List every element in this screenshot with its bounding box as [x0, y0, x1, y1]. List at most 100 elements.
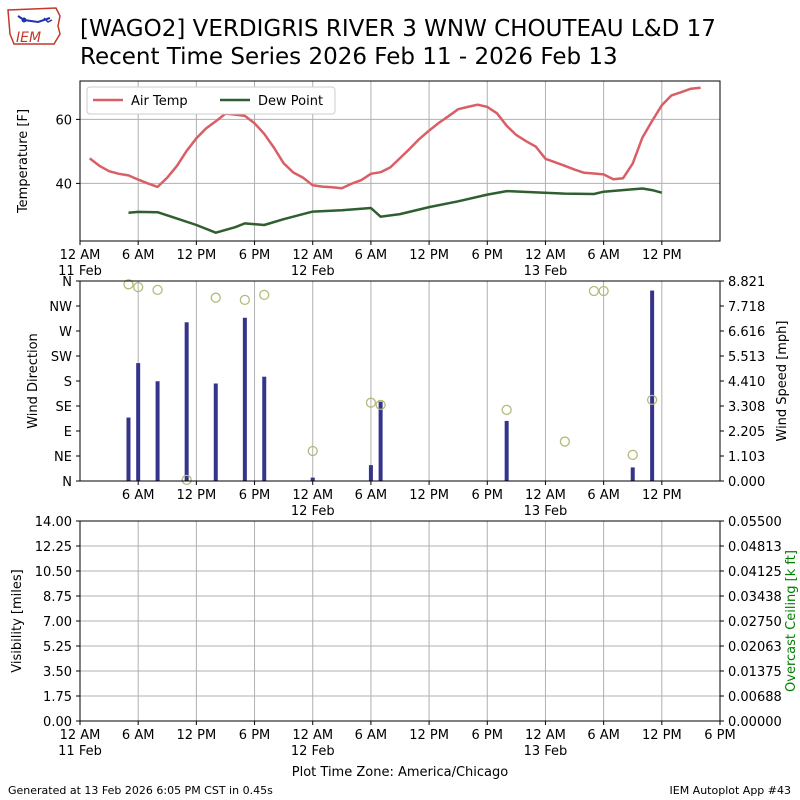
wind-direction-marker — [181, 474, 192, 486]
wind-xtick-label: 12 PM — [409, 488, 449, 503]
ceiling-ytick-label: 0.01375 — [728, 665, 782, 680]
temp-xtick-label: 6 AM — [122, 248, 155, 263]
wind-direction-ylabel: Wind Direction — [26, 333, 41, 429]
wind-direction-marker — [210, 292, 221, 303]
temp-ytick-label: 60 — [55, 113, 72, 128]
wind-dir-tick-label: NE — [54, 450, 72, 465]
vis-xtick-label: 12 PM — [409, 728, 449, 743]
temp-xtick-label: 6 AM — [355, 248, 388, 263]
vis-xtick-label: 12 AM — [292, 728, 333, 743]
legend-box — [86, 86, 336, 115]
vis-xtick-label: 6 PM — [239, 728, 270, 743]
vis-xtick-label: 12 PM — [642, 728, 682, 743]
vis-xtick-date: 13 Feb — [524, 744, 568, 759]
ceiling-ytick-label: 0.00688 — [728, 690, 782, 705]
visibility-ylabel: Visibility [miles] — [10, 569, 25, 672]
wind-direction-marker — [646, 394, 658, 406]
temp-xtick-label: 12 PM — [176, 248, 216, 263]
wind-speed-ylabel: Wind Speed [mph] — [775, 321, 790, 442]
chart-title-line1: [WAGO2] VERDIGRIS RIVER 3 WNW CHOUTEAU L… — [80, 16, 716, 42]
wind-direction-marker — [152, 284, 163, 296]
wind-speed-bar — [126, 417, 131, 481]
vis-xtick-label: 6 PM — [472, 728, 503, 743]
ceiling-ylabel: Overcast Ceiling [k ft] — [784, 550, 799, 692]
wind-speed-bar — [630, 467, 635, 481]
temp-xtick-label: 12 PM — [409, 248, 449, 263]
ceiling-ytick-label: 0.04813 — [728, 540, 782, 555]
wind-speed-tick-label: 2.205 — [728, 425, 765, 440]
wind-direction-marker — [559, 436, 570, 447]
wind-xtick-label: 6 PM — [472, 488, 503, 503]
vis-frame — [79, 520, 721, 722]
temp-frame — [79, 80, 721, 242]
wind-direction-marker — [501, 404, 512, 416]
ceiling-ytick-label: 0.03438 — [728, 590, 782, 605]
wind-dir-tick-label: NW — [49, 300, 72, 315]
wind-dir-tick-label: N — [62, 275, 72, 290]
wind-direction-marker — [133, 281, 144, 293]
ceiling-ytick-label: 0.04125 — [728, 565, 782, 580]
plot-timezone-xlabel: Plot Time Zone: America/Chicago — [292, 765, 508, 780]
wind-speed-bar — [184, 322, 189, 481]
vis-ytick-label: 5.25 — [43, 640, 72, 655]
logo-text: IEM — [16, 30, 41, 46]
wind-dir-tick-label: E — [64, 425, 72, 440]
wind-speed-bar — [262, 376, 267, 481]
wind-xtick-label: 12 AM — [292, 488, 333, 503]
wind-xtick-date: 12 Feb — [291, 504, 335, 519]
air-temp-line — [88, 86, 701, 190]
wind-xtick-label: 6 PM — [239, 488, 270, 503]
wind-dir-tick-label: S — [64, 375, 72, 390]
chart-title-line2: Recent Time Series 2026 Feb 11 - 2026 Fe… — [80, 44, 618, 70]
wind-direction-marker — [123, 279, 134, 290]
wind-speed-bar — [368, 465, 373, 481]
wind-speed-tick-label: 7.718 — [728, 300, 765, 315]
temp-xtick-date: 12 Feb — [291, 264, 335, 279]
wind-speed-bar — [504, 420, 509, 481]
ceiling-ytick-label: 0.00000 — [728, 715, 782, 730]
wind-frame — [79, 280, 721, 482]
wind-direction-marker — [375, 399, 386, 411]
wind-xtick-label: 6 AM — [122, 488, 155, 503]
vis-ytick-label: 1.75 — [43, 690, 72, 705]
wind-xtick-label: 6 AM — [355, 488, 388, 503]
autoplot-app-label: IEM Autoplot App #43 — [669, 784, 792, 797]
temp-ytick-label: 40 — [55, 177, 72, 192]
temp-xtick-label: 12 PM — [642, 248, 682, 263]
vis-xtick-label: 6 AM — [355, 728, 388, 743]
vis-ytick-label: 7.00 — [43, 615, 72, 630]
wind-speed-bar — [650, 290, 655, 481]
iem-logo: IEM — [4, 4, 64, 54]
temp-xtick-label: 12 AM — [292, 248, 333, 263]
temp-xtick-label: 6 AM — [587, 248, 620, 263]
wind-dir-tick-label: SW — [51, 350, 72, 365]
wind-xtick-label: 12 PM — [176, 488, 216, 503]
wind-xtick-date: 13 Feb — [524, 504, 568, 519]
wind-speed-bar — [310, 477, 315, 481]
wind-direction-marker — [588, 285, 600, 297]
wind-speed-tick-label: 5.513 — [728, 350, 765, 365]
temp-xtick-label: 12 AM — [60, 248, 101, 263]
wind-dir-tick-label: W — [59, 325, 72, 340]
temp-xtick-label: 12 AM — [525, 248, 566, 263]
vis-xtick-label: 12 PM — [176, 728, 216, 743]
vis-xtick-date: 12 Feb — [291, 744, 335, 759]
vis-xtick-label: 12 AM — [525, 728, 566, 743]
wind-direction-marker — [365, 397, 377, 408]
wind-speed-tick-label: 0.000 — [728, 475, 765, 490]
vis-ytick-label: 12.25 — [35, 540, 72, 555]
vis-xtick-label: 12 AM — [60, 728, 101, 743]
vis-ytick-label: 8.75 — [43, 590, 72, 605]
vis-ytick-label: 10.50 — [35, 565, 72, 580]
wind-xtick-label: 12 PM — [642, 488, 682, 503]
wind-speed-bar — [213, 383, 218, 481]
vis-xtick-label: 6 AM — [122, 728, 155, 743]
wind-direction-marker — [627, 449, 638, 461]
wind-speed-tick-label: 1.103 — [728, 450, 765, 465]
wind-dir-tick-label: N — [62, 475, 72, 490]
wind-speed-bar — [155, 381, 160, 481]
wind-direction-marker — [259, 289, 270, 301]
